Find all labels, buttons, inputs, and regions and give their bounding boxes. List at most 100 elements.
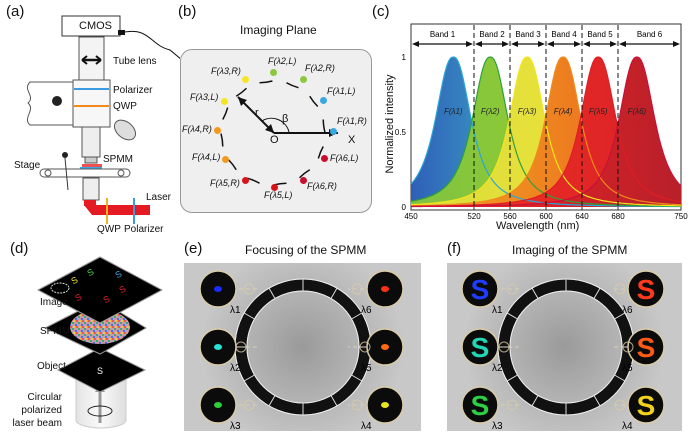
- wavelength-label: λ4: [361, 421, 372, 431]
- ring-segment: [309, 95, 319, 108]
- ring-segment: [286, 82, 299, 89]
- focal-point-label: F(λ5,R): [210, 178, 240, 188]
- beta-label: β: [282, 113, 289, 125]
- wavelength-label: λ1: [230, 305, 241, 316]
- magnified-spot-view: [627, 386, 665, 424]
- focal-point-dot: [242, 177, 249, 184]
- focusing-image: λ1 λ2 λ3 λ6 λ5 λ4: [184, 263, 421, 431]
- y-tick-label: 0.5: [395, 128, 407, 137]
- ring-segment: [322, 119, 326, 133]
- y-tick-label: 0: [402, 203, 407, 212]
- ring-segment: [220, 133, 224, 147]
- spectrum-chart: F(λ1) F(λ2) F(λ3) F(λ4) F(λ5) F(λ6) Band 1 Band…: [395, 23, 688, 221]
- layer-stack-diagram: S SS SS SS: [36, 256, 164, 429]
- focal-spot: [381, 402, 389, 408]
- arrowhead-icon: [619, 41, 680, 47]
- image-letter: S: [85, 267, 95, 279]
- focal-point-dot: [330, 128, 337, 135]
- ring-segment: [298, 169, 311, 179]
- focal-point-label: F(λ4,L): [192, 152, 221, 162]
- object-plate: [56, 347, 147, 393]
- focal-point-label: F(λ1,L): [327, 86, 356, 96]
- metasurface-ring: [235, 279, 371, 415]
- imaged-letter: S: [637, 274, 656, 305]
- x-tick-label: 520: [467, 212, 481, 221]
- magnified-spot-view: [627, 328, 665, 366]
- ring-segment: [222, 107, 229, 120]
- arrowhead-icon: [412, 41, 473, 47]
- panel-e-label: (e): [184, 240, 203, 257]
- focusing-title: Focusing of the SPMM: [245, 243, 367, 257]
- wavelength-label: λ1: [492, 305, 503, 316]
- y-axis-label: Normalized intensity: [384, 74, 396, 174]
- x-tick-label: 750: [674, 212, 688, 221]
- focal-point-label: F(λ2,L): [268, 56, 297, 66]
- image-letter: S: [117, 284, 127, 296]
- band-label: Band 6: [637, 30, 663, 39]
- radius-label: r: [255, 107, 259, 119]
- stage-label: Stage: [14, 160, 41, 171]
- image-layer-label: Image: [40, 297, 68, 308]
- panel-d-label: (d): [10, 240, 29, 257]
- focal-point-dot: [300, 76, 307, 83]
- panel-c-label: (c): [372, 3, 390, 20]
- tube-lens-label: Tube lens: [113, 56, 157, 67]
- beam-label-line: Circular: [27, 392, 62, 403]
- series-fill-6: [411, 57, 681, 207]
- arrowhead-icon: [511, 41, 545, 47]
- focal-point-label: F(λ5,L): [264, 190, 293, 200]
- focal-point-dot: [321, 155, 328, 162]
- band-label: Band 2: [479, 30, 505, 39]
- x-tick-label: 640: [575, 212, 589, 221]
- y-tick-label: 1: [402, 53, 407, 62]
- series-fill-2: [411, 57, 681, 207]
- wavelength-label: λ6: [622, 305, 633, 316]
- focal-point-dot: [300, 177, 307, 184]
- series-label: F(λ4): [554, 107, 573, 116]
- focal-point-dot: [242, 76, 249, 83]
- qwp-bottom-label: QWP: [97, 224, 121, 235]
- wavelength-label: λ3: [230, 421, 241, 431]
- band-label: Band 5: [587, 30, 613, 39]
- panel-b-label: (b): [178, 3, 197, 20]
- band-label: Band 1: [430, 30, 456, 39]
- wavelength-label: λ5: [361, 363, 372, 374]
- focal-spot: [214, 286, 222, 292]
- focal-point-dot: [271, 184, 278, 191]
- x-tick-label: 600: [539, 212, 553, 221]
- beam-label: Circular polarized laser beam: [12, 391, 62, 430]
- arrowhead-icon: [547, 41, 581, 47]
- imaged-letter: S: [471, 274, 490, 305]
- circular-polarization-icon: [87, 405, 113, 417]
- imaging-title: Imaging of the SPMM: [512, 243, 628, 257]
- microscope-body: [26, 81, 74, 126]
- object-layer-label: Object: [37, 361, 66, 372]
- arrowhead-icon: [475, 41, 509, 47]
- microscope-setup: [26, 15, 180, 224]
- ring-segment: [227, 158, 237, 171]
- imaging-plane-title: Imaging Plane: [240, 23, 317, 37]
- wavelength-label: λ2: [230, 363, 241, 374]
- x-axis-title: Wavelength (nm): [496, 220, 580, 232]
- band-label: Band 4: [551, 30, 577, 39]
- series-label: F(λ5): [589, 107, 608, 116]
- cmos-label: CMOS: [79, 20, 112, 32]
- imaged-letter: S: [471, 390, 490, 421]
- focal-point-dot: [221, 98, 228, 105]
- spmm-label: SPMM: [103, 154, 133, 165]
- spmm-layer-label: SPMM: [40, 326, 70, 337]
- polarizer-label: Polarizer: [113, 85, 153, 96]
- imaged-letter: S: [637, 332, 656, 363]
- metasurface-pattern: [70, 310, 130, 344]
- cmos-camera: [61, 15, 121, 37]
- series-label: F(λ6): [628, 107, 647, 116]
- laser-label: Laser: [146, 192, 172, 203]
- image-plate: [36, 256, 164, 324]
- x-tick-label: 560: [503, 212, 517, 221]
- beam-label-line: laser beam: [12, 418, 62, 429]
- object-letter: S: [97, 366, 103, 376]
- x-axis-label: X: [348, 134, 356, 146]
- series-label: F(λ2): [481, 107, 500, 116]
- wavelength-label: λ5: [622, 363, 633, 374]
